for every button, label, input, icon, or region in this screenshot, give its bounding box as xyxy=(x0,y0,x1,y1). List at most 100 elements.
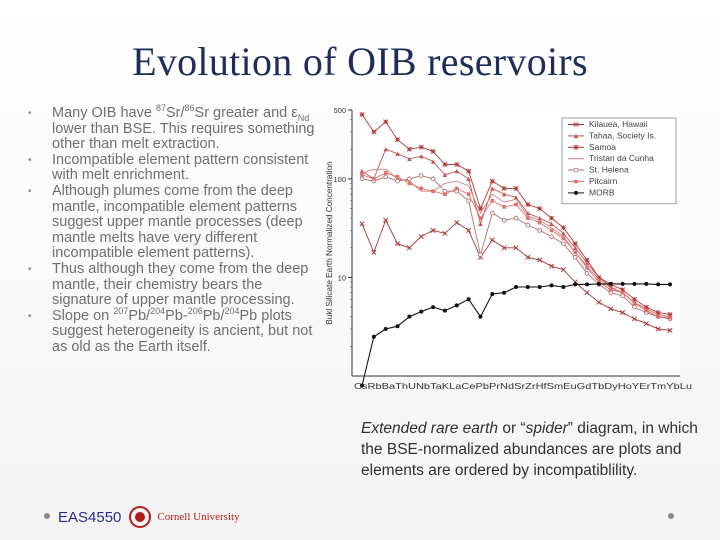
bullet-item: Slope on 207Pb/204Pb-206Pb/204Pb plots s… xyxy=(28,306,320,356)
marker-circle xyxy=(407,176,412,182)
marker-x xyxy=(513,245,519,251)
superscript: 86 xyxy=(184,103,195,114)
marker-x xyxy=(655,326,661,332)
data-point xyxy=(537,206,543,212)
bullet-list: Many OIB have 87Sr/86Sr greater and εNd … xyxy=(28,103,320,356)
marker-dot xyxy=(431,305,436,310)
marker-circle xyxy=(395,178,400,184)
data-point xyxy=(407,176,412,182)
bullet-text: Pb plots suggest heterogeneity is ancien… xyxy=(52,307,313,355)
marker-x xyxy=(643,321,649,327)
marker-circle xyxy=(478,252,483,258)
marker-triangle xyxy=(573,133,579,139)
marker-x xyxy=(371,249,377,255)
data-point xyxy=(359,176,365,182)
caption-emphasis: Extended rare earth xyxy=(361,420,499,437)
data-point xyxy=(537,228,543,233)
marker-circle xyxy=(466,198,471,204)
data-point xyxy=(631,316,638,322)
data-point xyxy=(560,225,566,231)
legend-label: MORB xyxy=(589,187,615,197)
data-point xyxy=(525,284,530,289)
marker-dot xyxy=(419,309,424,314)
data-point xyxy=(574,190,578,195)
data-point xyxy=(585,266,589,270)
data-point xyxy=(573,245,578,250)
data-point xyxy=(395,324,400,329)
data-point xyxy=(406,146,412,152)
data-point xyxy=(466,227,472,233)
bullet-text: Sr greater and ε xyxy=(194,105,298,121)
data-point xyxy=(668,315,672,320)
data-point xyxy=(573,167,579,173)
data-point xyxy=(490,186,495,191)
data-point xyxy=(419,186,424,191)
marker-dot xyxy=(525,284,530,289)
marker-triangle xyxy=(454,168,459,174)
marker-x xyxy=(442,230,448,236)
data-point xyxy=(668,282,672,287)
data-point xyxy=(655,326,661,332)
data-point xyxy=(406,245,412,251)
marker-x xyxy=(596,299,602,305)
data-point xyxy=(501,217,507,223)
data-point xyxy=(585,282,590,287)
data-point xyxy=(631,296,637,302)
marker-square xyxy=(514,202,518,207)
bullet-text: lower than BSE. This requires something … xyxy=(52,120,315,153)
bullet-item: Thus although they come from the deep ma… xyxy=(28,261,320,309)
caption-text: ” diagram, in which the BSE-normalized a… xyxy=(361,420,698,479)
marker-asterisk xyxy=(359,111,365,118)
data-point xyxy=(525,254,531,260)
data-point xyxy=(442,172,448,178)
data-point xyxy=(454,186,459,191)
data-point xyxy=(573,282,578,287)
data-point xyxy=(454,220,460,226)
y-tick-label: 500 xyxy=(333,106,346,115)
marker-asterisk xyxy=(442,161,448,168)
data-point xyxy=(537,220,542,225)
data-point xyxy=(383,174,389,180)
marker-square xyxy=(526,216,530,220)
data-point xyxy=(430,176,436,182)
marker-asterisk xyxy=(584,257,590,263)
data-point xyxy=(513,215,519,221)
marker-x xyxy=(489,237,495,243)
data-point xyxy=(526,216,530,220)
marker-circle xyxy=(383,174,389,180)
data-point xyxy=(525,201,531,207)
data-point xyxy=(466,192,471,196)
data-point xyxy=(360,173,364,177)
data-point xyxy=(548,263,555,269)
data-point xyxy=(501,245,507,251)
marker-square xyxy=(383,171,388,175)
marker-x xyxy=(454,220,460,226)
data-point xyxy=(573,121,579,128)
marker-dot xyxy=(514,284,518,289)
data-point xyxy=(561,284,566,289)
marker-dot xyxy=(585,282,590,287)
data-point xyxy=(549,283,554,288)
data-point xyxy=(501,185,507,191)
marker-circle xyxy=(561,241,566,247)
data-point xyxy=(431,305,436,310)
caption-text: or “ xyxy=(498,420,526,437)
marker-x xyxy=(584,290,590,296)
marker-square xyxy=(537,220,542,225)
marker-circle xyxy=(418,173,424,178)
marker-triangle xyxy=(442,172,448,178)
marker-dot xyxy=(478,314,483,319)
data-point xyxy=(419,153,424,159)
marker-asterisk xyxy=(596,274,602,280)
data-point xyxy=(383,119,389,125)
marker-asterisk xyxy=(454,161,460,168)
marker-x xyxy=(548,263,555,269)
marker-square xyxy=(407,181,412,186)
bullet-item: Incompatible element pattern consistent … xyxy=(28,152,320,184)
data-point xyxy=(502,205,506,209)
marker-square xyxy=(372,177,376,181)
data-point xyxy=(489,237,495,243)
marker-asterisk xyxy=(466,168,472,174)
data-point xyxy=(383,171,388,175)
marker-asterisk xyxy=(406,146,412,152)
